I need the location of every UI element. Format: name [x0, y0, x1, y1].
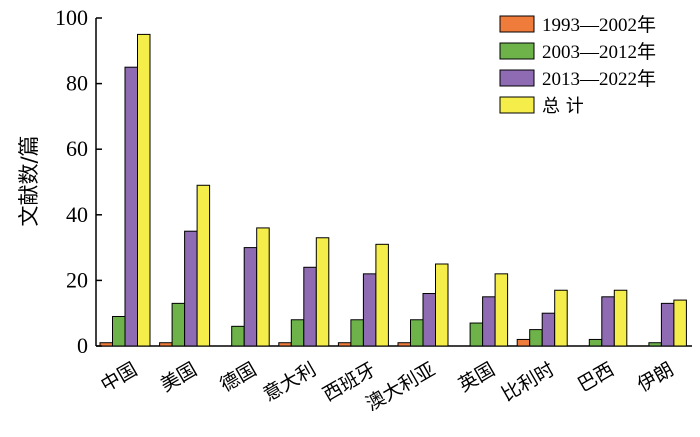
bar: [112, 315, 126, 347]
bar: [435, 263, 449, 347]
legend-label: 2003—2012年: [542, 41, 656, 63]
bar: [184, 230, 198, 347]
bar: [482, 296, 496, 347]
bar: [171, 302, 186, 347]
bar: [256, 227, 270, 347]
y-tick-label: 80: [66, 71, 88, 96]
bar: [337, 342, 352, 347]
bar: [410, 319, 424, 347]
bar: [137, 33, 151, 347]
bar: [469, 322, 484, 347]
bar: [231, 325, 245, 347]
x-category-label: 意大利: [260, 358, 320, 406]
bar: [588, 338, 603, 347]
y-tick-label: 20: [66, 267, 88, 292]
x-category-label: 澳大利亚: [362, 358, 439, 415]
bar: [315, 237, 330, 347]
bar: [529, 329, 543, 347]
bar: [673, 299, 687, 347]
bar: [303, 266, 317, 347]
y-ticks: 0 20 40 60 80 100: [55, 5, 102, 358]
y-tick-label: 100: [55, 5, 88, 30]
bar: [159, 342, 173, 347]
legend-label: 总 计: [542, 96, 584, 117]
x-category-label: 英国: [455, 358, 499, 396]
bar: [350, 319, 364, 347]
bar: [601, 296, 615, 347]
bar: [613, 289, 628, 347]
bar: [541, 312, 556, 347]
y-tick-label: 40: [66, 202, 88, 227]
bar: [375, 243, 389, 347]
x-category-label: 中国: [97, 358, 141, 396]
legend-label: 1993—2002年: [542, 14, 656, 36]
bar: [660, 302, 675, 347]
bar: [243, 247, 258, 347]
legend-swatch: [499, 15, 535, 33]
legend-swatch: [499, 42, 535, 60]
x-category-label: 巴西: [574, 358, 618, 396]
bar: [362, 273, 377, 347]
bar: [124, 66, 138, 347]
bar: [278, 342, 292, 347]
y-tick-label: 0: [77, 333, 88, 358]
bar: [648, 342, 662, 347]
bar: [290, 319, 305, 347]
bar: [494, 273, 509, 347]
legend-swatch: [499, 69, 535, 87]
bar: [422, 293, 436, 347]
x-category-label: 比利时: [498, 358, 558, 406]
bar: [554, 289, 568, 347]
bar: [516, 338, 531, 347]
x-category-label: 伊朗: [634, 358, 678, 396]
bar: [397, 342, 411, 347]
x-category-label: 德国: [216, 358, 260, 396]
legend-swatch: [499, 96, 535, 114]
legend-label: 2013—2022年: [542, 68, 656, 90]
bars: [99, 33, 687, 347]
bar: [196, 184, 211, 347]
x-category-label: 美国: [157, 358, 201, 396]
y-axis-title: 文献数/篇: [17, 135, 41, 226]
y-tick-label: 60: [66, 136, 88, 161]
